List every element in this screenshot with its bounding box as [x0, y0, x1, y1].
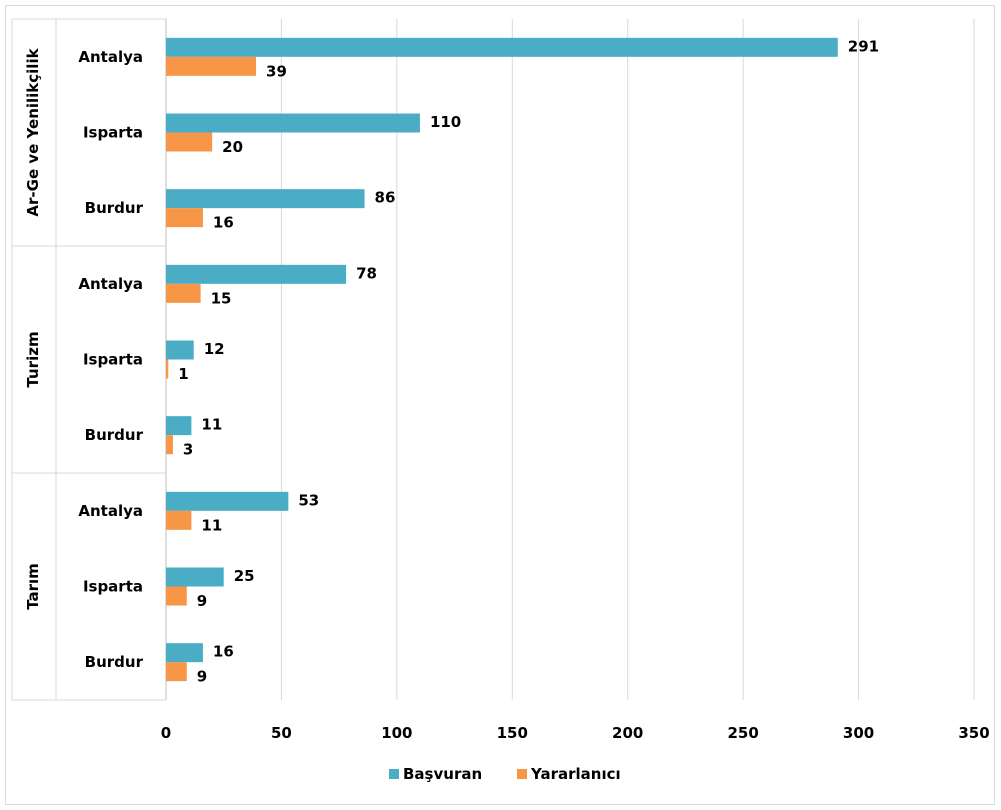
- category-labels: Antalya Isparta Burdur Antalya Isparta Burdur…: [78, 48, 143, 671]
- bar-basvuran: [166, 265, 346, 284]
- category-label: Isparta: [83, 578, 143, 596]
- bar-basvuran: [166, 492, 288, 511]
- group-label: Ar-Ge ve Yenilikçilik: [24, 47, 42, 216]
- data-label: 39: [266, 62, 287, 80]
- bar-basvuran: [166, 189, 365, 208]
- data-label: 86: [375, 189, 396, 207]
- data-label: 78: [356, 264, 377, 282]
- data-label: 291: [848, 37, 879, 55]
- legend-label: Başvuran: [403, 765, 482, 783]
- category-label: Burdur: [85, 199, 144, 217]
- group-labels: Ar-Ge ve Yenilikçilik Turizm Tarım: [24, 47, 42, 609]
- category-label: Burdur: [85, 653, 144, 671]
- data-label: 11: [201, 516, 222, 534]
- data-label: 25: [234, 567, 255, 585]
- group-label: Turizm: [24, 331, 42, 387]
- x-tick-label: 300: [843, 724, 874, 742]
- bar-yararlanici: [166, 435, 173, 454]
- x-tick-label: 150: [497, 724, 528, 742]
- x-axis-tick-labels: 0 50 100 150 200 250 300 350: [161, 724, 990, 742]
- category-label: Antalya: [78, 275, 143, 293]
- data-label: 9: [197, 668, 207, 686]
- legend-label: Yararlanıcı: [530, 765, 621, 783]
- data-label: 1: [178, 365, 188, 383]
- x-tick-label: 100: [381, 724, 412, 742]
- bar-basvuran: [166, 416, 191, 435]
- bar-basvuran: [166, 643, 203, 662]
- category-label: Antalya: [78, 48, 143, 66]
- x-tick-label: 250: [727, 724, 758, 742]
- bar-yararlanici: [166, 133, 212, 152]
- category-label: Antalya: [78, 502, 143, 520]
- data-label: 9: [197, 592, 207, 610]
- data-label: 53: [298, 491, 319, 509]
- bar-basvuran: [166, 341, 194, 360]
- legend-swatch: [517, 769, 527, 779]
- bar-yararlanici: [166, 662, 187, 681]
- legend: Başvuran Yararlanıcı: [389, 765, 621, 783]
- x-tick-label: 50: [271, 724, 292, 742]
- data-label: 16: [213, 214, 234, 232]
- data-label: 20: [222, 138, 243, 156]
- bar-yararlanici: [166, 57, 256, 76]
- data-label: 12: [204, 340, 225, 358]
- x-tick-label: 0: [161, 724, 171, 742]
- data-label: 11: [201, 416, 222, 434]
- bar-yararlanici: [166, 284, 201, 303]
- data-label: 3: [183, 441, 193, 459]
- bar-yararlanici: [166, 511, 191, 530]
- category-label: Isparta: [83, 351, 143, 369]
- bar-basvuran: [166, 38, 838, 57]
- data-label: 15: [211, 289, 232, 307]
- bar-yararlanici: [166, 587, 187, 606]
- x-tick-label: 200: [612, 724, 643, 742]
- category-label: Burdur: [85, 426, 144, 444]
- data-label: 16: [213, 643, 234, 661]
- data-label: 110: [430, 113, 461, 131]
- bars: [166, 38, 838, 681]
- bar-basvuran: [166, 114, 420, 133]
- legend-swatch: [389, 769, 399, 779]
- group-label: Tarım: [24, 563, 42, 610]
- bar-yararlanici: [166, 208, 203, 227]
- category-label: Isparta: [83, 124, 143, 142]
- x-tick-label: 350: [958, 724, 989, 742]
- bar-basvuran: [166, 568, 224, 587]
- bar-yararlanici: [166, 360, 168, 379]
